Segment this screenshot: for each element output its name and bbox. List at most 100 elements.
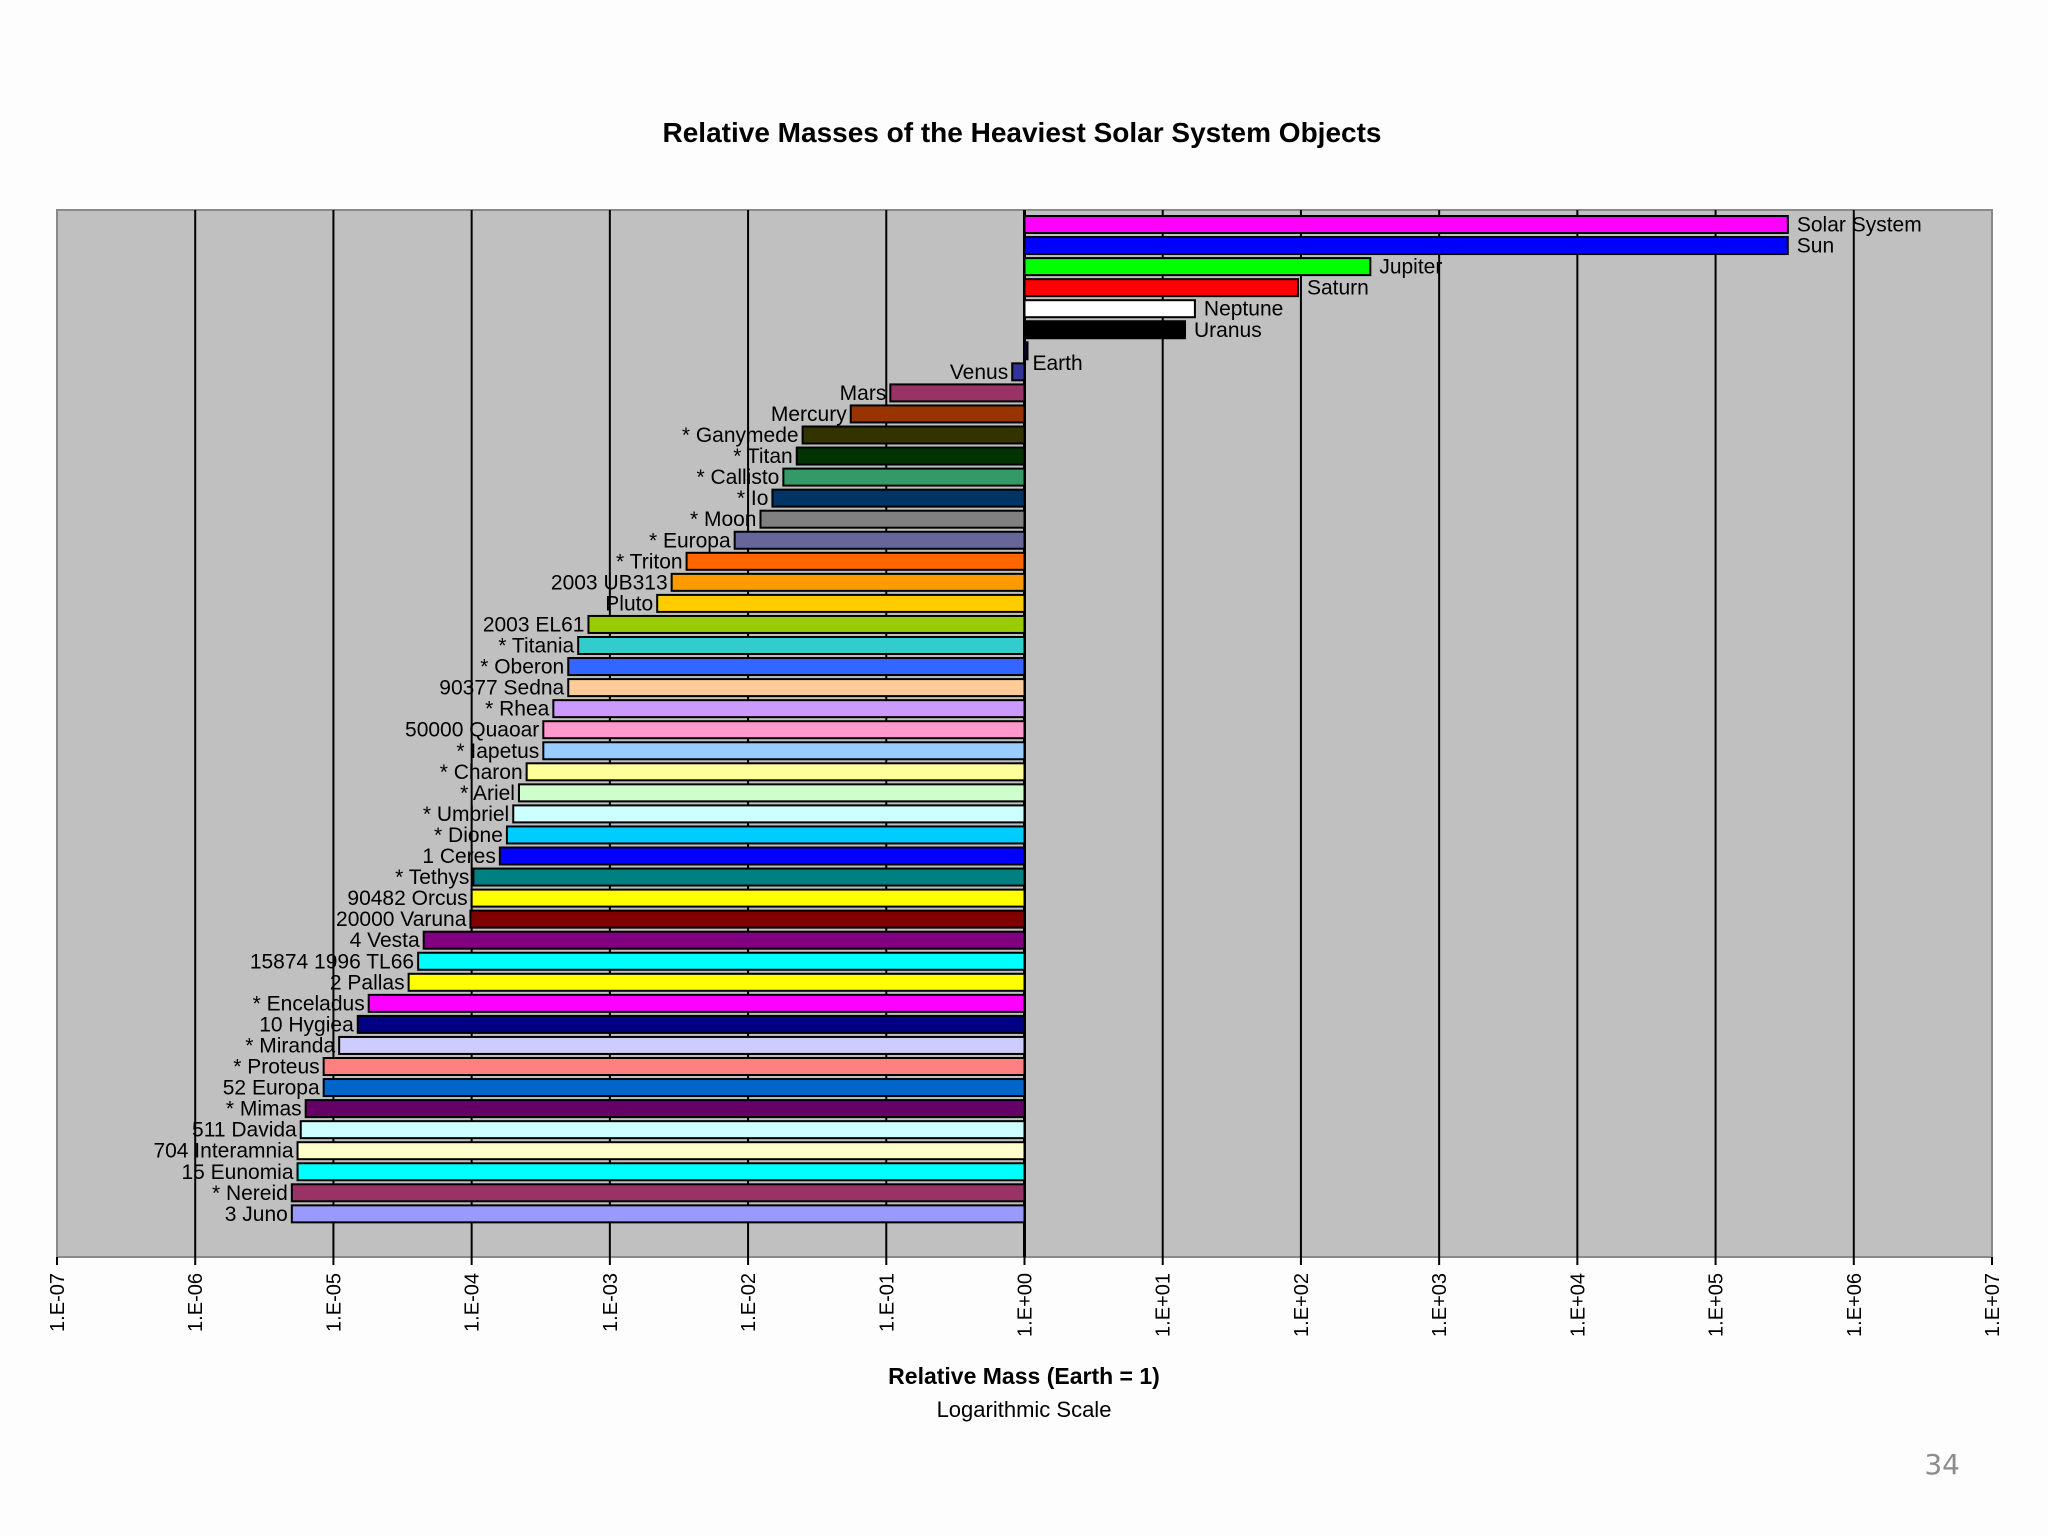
bar-label: * Charon: [440, 761, 523, 784]
bar: [1023, 215, 1789, 234]
bar-label: * Moon: [690, 508, 757, 531]
bar: [1023, 236, 1789, 256]
bar: [505, 825, 1026, 845]
bar: [670, 572, 1026, 592]
bar-label: 2 Pallas: [330, 971, 405, 994]
tick-label: 1.E-07: [47, 1273, 69, 1332]
bar-label: 10 Hygiea: [259, 1013, 354, 1036]
bar-label: * Miranda: [245, 1034, 335, 1057]
bar: [1023, 278, 1299, 298]
bar: [1023, 299, 1196, 319]
bar: [517, 783, 1026, 803]
bar: [889, 383, 1026, 403]
tick-label: 1.E+02: [1291, 1273, 1313, 1337]
bar-label: 2003 UB313: [551, 571, 668, 594]
bar: [304, 1099, 1026, 1119]
bar-label: 20000 Varuna: [336, 908, 467, 931]
bar: [656, 593, 1026, 613]
tick-label: 1.E-04: [462, 1273, 484, 1332]
bar-label: * Ganymede: [682, 424, 799, 447]
bar-label: 52 Europa: [223, 1077, 320, 1100]
bar: [542, 720, 1026, 740]
bar-label: * Umbriel: [423, 803, 509, 826]
bar-label: 704 Interamnia: [153, 1140, 293, 1163]
bar-label: Uranus: [1194, 319, 1262, 342]
bar: [322, 1057, 1026, 1076]
bar: [417, 951, 1026, 971]
bar-label: * Oberon: [480, 656, 564, 679]
x-axis-ticks: 1.E-07 1.E-06 1.E-05 1.E-04 1.E-03 1.E-02 1.E-…: [47, 1257, 2004, 1337]
bar-label: * Europa: [649, 529, 731, 552]
tick-label: 1.E+04: [1567, 1273, 1589, 1337]
tick-label: 1.E+03: [1429, 1273, 1451, 1337]
x-axis-label: Relative Mass (Earth = 1): [888, 1363, 1160, 1389]
bar-label: * Titan: [733, 445, 793, 468]
bar-label: * Callisto: [696, 466, 779, 489]
bar-label: * Proteus: [233, 1056, 319, 1079]
bar-label: * Nereid: [212, 1182, 288, 1205]
bar-label: Solar System: [1797, 214, 1922, 237]
bar-label: 90482 Orcus: [347, 887, 467, 910]
bar: [498, 846, 1026, 866]
bar-label: 2003 EL61: [483, 613, 585, 636]
bar-label: Saturn: [1307, 277, 1369, 300]
slide-number: 34: [1924, 1448, 1960, 1481]
tick-label: 1.E-02: [738, 1273, 760, 1332]
bar-label: * Rhea: [485, 698, 550, 721]
bar-label: Earth: [1033, 352, 1083, 375]
bar-label: * Ariel: [460, 782, 515, 805]
bar: [733, 530, 1026, 550]
bar-label: 15874 1996 TL66: [250, 950, 414, 973]
bar: [759, 509, 1026, 529]
bar: [771, 488, 1026, 508]
bar-label: * Io: [737, 487, 769, 510]
bar-label: Jupiter: [1379, 256, 1442, 279]
x-axis-sublabel: Logarithmic Scale: [937, 1397, 1112, 1422]
bar: [472, 867, 1026, 887]
bar: [512, 804, 1026, 824]
bar: [407, 972, 1026, 992]
bar-label: 3 Juno: [225, 1203, 288, 1226]
bar: [322, 1078, 1026, 1098]
bars: [290, 215, 1789, 1224]
tick-label: 1.E-05: [323, 1273, 345, 1332]
bar: [567, 657, 1026, 677]
bar: [296, 1162, 1026, 1182]
bar: [1023, 320, 1187, 340]
bar: [469, 909, 1026, 929]
bar: [567, 678, 1026, 698]
bar-label: * Triton: [616, 550, 683, 573]
bar-label: * Iapetus: [456, 740, 539, 763]
bar-label: 90377 Sedna: [439, 677, 564, 700]
tick-label: 1.E+06: [1844, 1273, 1866, 1337]
bar: [525, 762, 1026, 782]
bar: [470, 888, 1026, 908]
bar: [290, 1204, 1026, 1224]
bar-label: 1 Ceres: [422, 845, 496, 868]
bar: [577, 636, 1026, 655]
bar: [795, 446, 1026, 466]
tick-label: 1.E-03: [600, 1273, 622, 1332]
bar-label: * Dione: [434, 824, 503, 847]
tick-label: 1.E+01: [1153, 1273, 1175, 1337]
tick-label: 1.E-06: [185, 1273, 207, 1332]
bar: [367, 993, 1026, 1013]
bar: [1023, 257, 1372, 277]
bar: [356, 1014, 1026, 1034]
bar: [782, 467, 1026, 487]
bar-label: Mercury: [771, 403, 847, 426]
bar: [587, 614, 1026, 634]
bar-label: 15 Eunomia: [181, 1161, 293, 1184]
bar: [849, 404, 1026, 424]
bar-label: Mars: [840, 382, 887, 405]
tick-label: 1.E+00: [1015, 1273, 1037, 1337]
bar-label: * Mimas: [226, 1098, 302, 1121]
bar: [552, 699, 1026, 719]
bar-label: Venus: [950, 361, 1008, 384]
bar-label: Neptune: [1204, 298, 1283, 321]
bar-label: 50000 Quaoar: [405, 719, 539, 742]
bar: [290, 1183, 1026, 1203]
bar: [296, 1141, 1026, 1161]
